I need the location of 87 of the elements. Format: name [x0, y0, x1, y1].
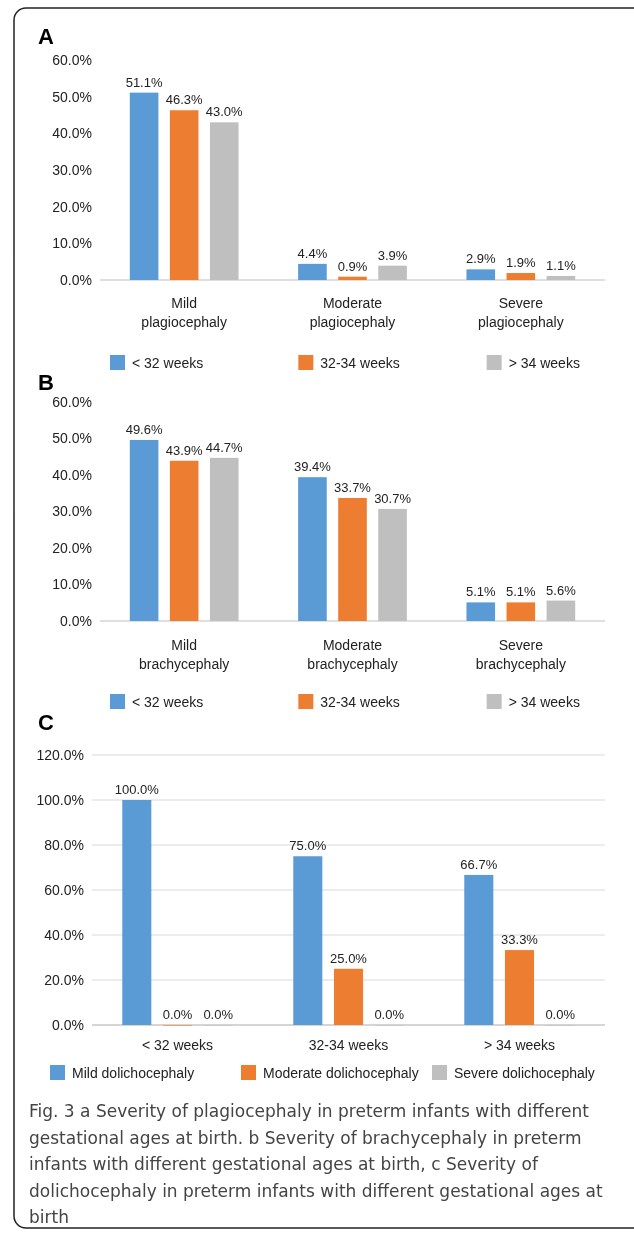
data-label: 43.9% [165, 442, 204, 458]
y-tick-label: 50.0% [52, 88, 92, 105]
data-label: 25.0% [330, 950, 368, 966]
bar [506, 602, 536, 621]
y-tick-label: 20.0% [44, 971, 84, 988]
legend-label: Mild dolichocephaly [72, 1065, 195, 1081]
data-label: 30.7% [374, 490, 412, 506]
data-label: 75.0% [289, 838, 327, 854]
bar [169, 110, 199, 280]
x-tick-label: Moderate brachycephaly [307, 637, 398, 672]
y-tick-label: 30.0% [52, 161, 92, 178]
y-tick-label: 60.0% [52, 393, 92, 410]
y-tick-label: 40.0% [44, 926, 84, 943]
bar [466, 269, 496, 280]
y-tick-label: 60.0% [44, 881, 84, 898]
legend-label: < 32 weeks [132, 694, 204, 710]
bar [466, 602, 496, 621]
x-tick-label: Severe plagiocephaly [478, 295, 564, 330]
bar [169, 460, 199, 621]
data-label: 66.7% [460, 856, 498, 872]
data-label: 0.9% [337, 258, 368, 274]
data-label: 33.7% [334, 479, 372, 495]
caption: Fig. 3 a Severity of plagiocephaly in preterm infants with different gestational ages at birth. b Severity of brachycephaly in preterm infants with different gestational ages at birth, c Severity of dolichocephaly in preterm infants with different gestational ages at birth [29, 1101, 603, 1227]
legend-label: Severe dolichocephaly [454, 1065, 595, 1081]
data-label: 4.4% [297, 245, 328, 261]
bar [298, 477, 327, 621]
y-tick-label: 10.0% [52, 235, 92, 252]
legend-label: > 34 weeks [508, 355, 580, 371]
data-label: 100.0% [114, 782, 160, 797]
bar [129, 92, 159, 280]
legend-label: > 34 weeks [508, 694, 580, 710]
legend-label: 32-34 weeks [320, 355, 400, 371]
x-tick-label: Moderate plagiocephaly [309, 295, 396, 330]
data-label: 5.6% [546, 582, 577, 598]
bar [293, 856, 323, 1025]
y-tick-label: 10.0% [52, 576, 92, 593]
y-tick-label: 40.0% [52, 466, 92, 483]
y-tick-label: 80.0% [44, 836, 84, 853]
x-tick-label: > 34 weeks [483, 1037, 556, 1053]
bar [298, 263, 327, 280]
bar [338, 498, 367, 621]
x-tick-label: 32-34 weeks [308, 1037, 389, 1053]
x-tick-label: Severe brachycephaly [475, 637, 566, 672]
data-label: 2.9% [465, 251, 497, 267]
legend-label: Moderate dolichocephaly [263, 1065, 419, 1081]
chart-title: C [38, 710, 54, 735]
y-tick-label: 0.0% [52, 1016, 84, 1033]
data-label: 44.7% [205, 439, 244, 455]
data-label: 43.0% [205, 104, 244, 120]
legend-label: < 32 weeks [132, 355, 204, 371]
y-tick-label: 100.0% [36, 791, 84, 808]
y-tick-label: 40.0% [52, 125, 92, 142]
data-label: 0.0% [545, 1007, 576, 1022]
data-label: 39.4% [294, 459, 332, 475]
chart-title: A [38, 24, 54, 49]
data-label: 1.9% [506, 255, 537, 271]
data-label: 51.1% [125, 74, 163, 90]
data-label: 0.0% [162, 1007, 193, 1022]
y-tick-label: 20.0% [52, 539, 92, 556]
data-label: 49.6% [125, 421, 163, 437]
y-tick-label: 0.0% [60, 612, 92, 629]
y-tick-label: 0.0% [60, 271, 92, 288]
x-tick-label: Mild plagiocephaly [141, 295, 227, 330]
bar [464, 874, 494, 1025]
legend-label: 32-34 weeks [320, 694, 400, 710]
data-label: 0.0% [374, 1007, 405, 1022]
data-label: 46.3% [165, 92, 204, 108]
bar [504, 950, 535, 1025]
data-label: 0.0% [203, 1007, 234, 1022]
data-label: 1.1% [546, 257, 577, 273]
y-tick-label: 60.0% [52, 51, 92, 68]
bar [129, 439, 159, 621]
bar [338, 276, 367, 280]
y-tick-label: 50.0% [52, 430, 92, 447]
data-label: 5.1% [465, 584, 497, 600]
data-label: 5.1% [506, 584, 537, 600]
data-label: 33.3% [501, 932, 539, 948]
data-label: 3.9% [377, 247, 408, 263]
y-tick-label: 120.0% [36, 746, 84, 763]
bar [506, 273, 536, 280]
bar [122, 800, 152, 1025]
x-tick-label: < 32 weeks [141, 1037, 214, 1053]
y-tick-label: 30.0% [52, 503, 92, 520]
chart-title: B [38, 370, 54, 395]
x-tick-label: Mild brachycephaly [139, 637, 230, 672]
bar [333, 968, 364, 1025]
y-tick-label: 20.0% [52, 198, 92, 215]
